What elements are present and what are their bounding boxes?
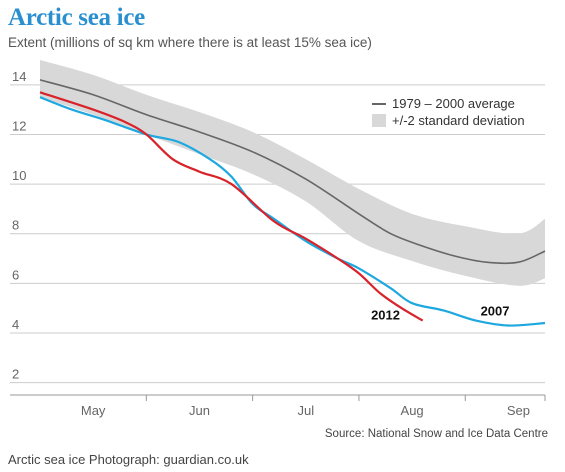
x-tick-label: Sep xyxy=(507,403,530,418)
y-tick-label: 10 xyxy=(12,168,26,183)
source-note: Source: National Snow and Ice Data Centr… xyxy=(325,428,548,440)
series-layer: 2012 2007 xyxy=(39,79,546,327)
axis-layer: 2 4 6 8 10 12 14 May Jun Jul Aug Sep xyxy=(10,69,546,418)
arctic-sea-ice-chart: 2012 2007 2 4 6 8 10 12 14 May Jun Jul Aug Sep 1979 … xyxy=(10,60,548,440)
y-tick-label: 12 xyxy=(12,118,26,133)
x-tick-label: May xyxy=(81,403,106,418)
chart-title: Arctic sea ice xyxy=(8,4,145,31)
legend: 1979 – 2000 average +/-2 standard deviat… xyxy=(372,96,525,128)
y-tick-label: 4 xyxy=(12,317,19,332)
x-tick-label: Aug xyxy=(401,403,424,418)
x-tick-label: Jun xyxy=(189,403,210,418)
series-line-2007 xyxy=(39,96,546,327)
legend-average-label: 1979 – 2000 average xyxy=(392,96,515,111)
series-annotation-2012: 2012 xyxy=(371,307,400,322)
series-annotation-2007: 2007 xyxy=(481,304,510,319)
chart-subtitle: Extent (millions of sq km where there is… xyxy=(8,35,372,50)
legend-band-swatch xyxy=(372,114,386,127)
y-tick-label: 8 xyxy=(12,218,19,233)
y-tick-label: 2 xyxy=(12,367,19,382)
series-line-2012 xyxy=(39,91,424,322)
std-dev-band-layer xyxy=(40,60,545,286)
x-tick-label: Jul xyxy=(297,403,314,418)
std-dev-band xyxy=(40,60,545,286)
photo-caption: Arctic sea ice Photograph: guardian.co.u… xyxy=(8,452,249,467)
y-tick-label: 6 xyxy=(12,267,19,282)
y-tick-label: 14 xyxy=(12,69,26,84)
legend-band-label: +/-2 standard deviation xyxy=(392,113,525,128)
series-line-average xyxy=(39,79,546,265)
